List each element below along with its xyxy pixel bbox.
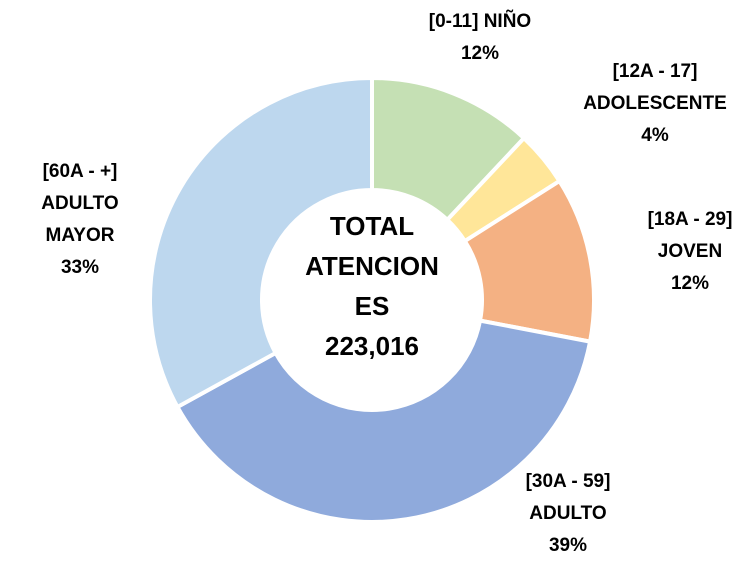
center-text: ES	[355, 291, 390, 321]
slice-label: ADOLESCENTE	[583, 93, 727, 114]
center-text: ATENCION	[305, 251, 439, 281]
slice-value-label: 12%	[461, 43, 499, 64]
slice-label: [30A - 59]	[526, 471, 611, 492]
donut-slice	[174, 318, 593, 524]
slice-label: [0-11] NIÑO	[429, 10, 531, 32]
center-total: 223,016	[325, 331, 419, 361]
slice-value-label: 4%	[641, 125, 669, 146]
slice-label: [12A - 17]	[613, 61, 698, 82]
donut-slice	[148, 75, 374, 410]
slice-value-label: 12%	[671, 273, 709, 294]
slice-label: ADULTO	[41, 193, 118, 214]
slice-label: JOVEN	[658, 241, 722, 262]
slice-label: [60A - +]	[43, 161, 118, 182]
slice-label: [18A - 29]	[648, 209, 733, 230]
slice-value-label: 33%	[61, 257, 99, 278]
slice-label: ADULTO	[529, 503, 606, 524]
center-text: TOTAL	[330, 211, 414, 241]
slice-label: MAYOR	[46, 225, 115, 246]
slice-value-label: 39%	[549, 535, 587, 556]
